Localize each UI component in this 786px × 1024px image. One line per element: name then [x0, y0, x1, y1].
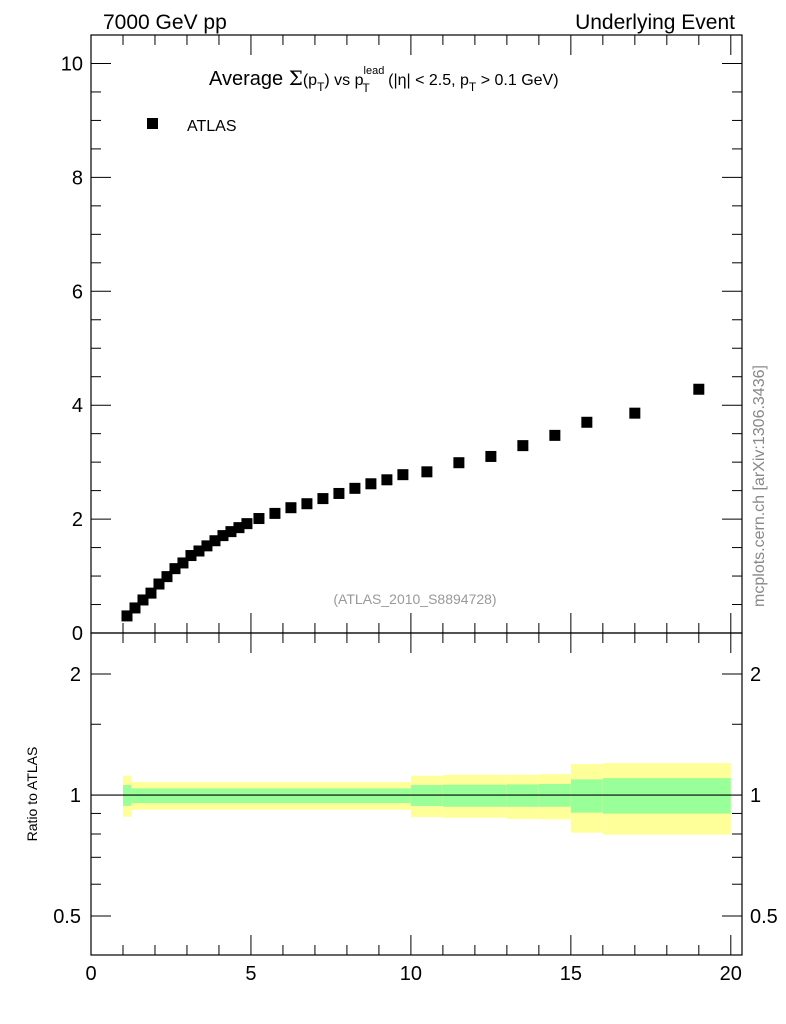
- title-part: ) vs p: [324, 72, 363, 89]
- header-left: 7000 GeV pp: [103, 11, 227, 34]
- data-point: [233, 522, 245, 534]
- chart-title: Average Σ(pT) vs plead T (|η| < 2.5, pT >…: [209, 65, 559, 95]
- data-point: [193, 545, 205, 557]
- data-point: [137, 594, 149, 606]
- data-point: [549, 429, 561, 441]
- ratio-y-tick-label-right: 0.5: [750, 906, 778, 928]
- y-tick-label: 8: [72, 167, 83, 189]
- legend-marker: [147, 118, 158, 129]
- title-part: T: [317, 80, 325, 94]
- data-point: [201, 540, 213, 552]
- title-part: Average: [209, 68, 289, 90]
- data-point: [301, 498, 313, 510]
- data-point: [453, 457, 465, 469]
- data-point: [185, 550, 197, 562]
- data-point: [269, 507, 281, 519]
- data-point: [333, 487, 345, 499]
- data-point: [285, 502, 297, 514]
- x-tick-label: 0: [85, 963, 96, 985]
- x-tick-label: 10: [400, 963, 422, 985]
- y-tick-label: 2: [72, 509, 83, 531]
- ratio-y-tick-label-right: 2: [750, 664, 761, 686]
- x-tick-label: 5: [245, 963, 256, 985]
- data-point: [381, 474, 393, 486]
- data-point: [129, 602, 141, 614]
- band-green: [442, 784, 507, 807]
- data-point: [397, 469, 409, 481]
- ratio-y-tick-label: 1: [70, 785, 81, 807]
- data-point: [241, 518, 253, 530]
- title-part: lead: [364, 65, 385, 77]
- data-point: [209, 535, 221, 547]
- x-tick-label: 20: [720, 963, 742, 985]
- data-point: [349, 482, 361, 494]
- title-part: T: [469, 80, 477, 94]
- legend-label: ATLAS: [187, 118, 237, 135]
- data-point: [365, 478, 377, 490]
- data-point: [225, 526, 237, 538]
- data-point: [153, 578, 165, 590]
- band-green: [570, 779, 603, 813]
- analysis-label: (ATLAS_2010_S8894728): [333, 591, 496, 607]
- data-point: [693, 383, 705, 395]
- data-point: [581, 416, 593, 428]
- data-point: [217, 530, 229, 542]
- y-tick-label: 10: [61, 53, 83, 75]
- title-part: (p: [303, 72, 317, 89]
- data-point: [253, 513, 265, 525]
- side-label: mcplots.cern.ch [arXiv:1306.3436]: [751, 365, 768, 607]
- title-part: (|η| < 2.5, p: [384, 72, 469, 89]
- data-point: [421, 466, 433, 478]
- title-part: Σ: [289, 66, 303, 90]
- data-point: [177, 557, 189, 569]
- x-tick-label: 15: [560, 963, 582, 985]
- ratio-y-tick-label: 2: [70, 664, 81, 686]
- y-tick-label: 4: [72, 395, 83, 417]
- ratio-frame: [90, 632, 743, 956]
- band-green: [602, 778, 731, 814]
- title-part: T: [362, 81, 370, 95]
- data-point: [317, 493, 329, 505]
- ratio-y-tick-label: 0.5: [53, 906, 81, 928]
- data-point: [161, 571, 173, 583]
- ratio-ylabel: Ratio to ATLAS: [24, 747, 40, 842]
- y-tick-label: 6: [72, 281, 83, 303]
- y-tick-label: 0: [72, 623, 83, 645]
- ratio-y-tick-label-right: 1: [750, 785, 761, 807]
- data-point: [485, 450, 497, 462]
- data-point: [145, 587, 157, 599]
- band-green: [130, 788, 411, 804]
- data-point: [517, 440, 529, 452]
- data-point: [629, 407, 641, 419]
- title-part: > 0.1 GeV): [476, 72, 558, 89]
- data-point: [121, 610, 133, 622]
- data-point: [169, 563, 181, 575]
- header-right: Underlying Event: [575, 11, 735, 34]
